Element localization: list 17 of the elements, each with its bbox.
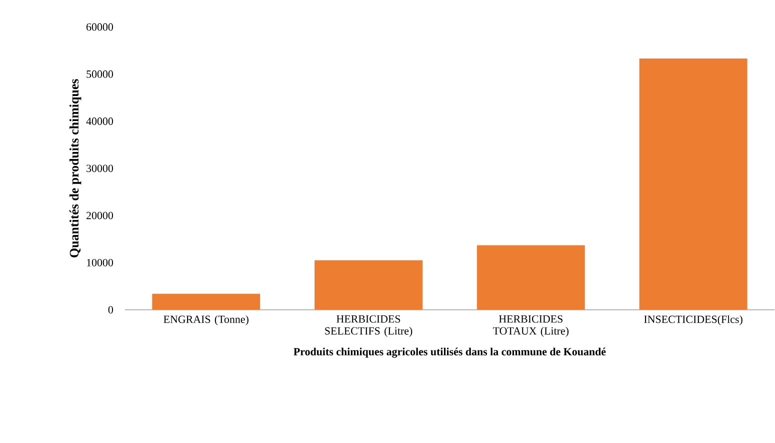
y-axis-title: Quantités de produits chimiques <box>69 79 82 258</box>
y-tick-label: 30000 <box>86 164 113 172</box>
x-axis-title: Produits chimiques agricoles utilisés dans la commune de Kouandé <box>294 348 606 358</box>
bar <box>476 245 585 310</box>
bar <box>314 260 422 310</box>
bar <box>639 58 748 310</box>
x-tick-label: INSECTICIDES(Flcs) <box>644 315 742 326</box>
y-tick-label: 20000 <box>86 212 113 220</box>
y-tick-label: 60000 <box>86 23 113 31</box>
y-tick-label: 50000 <box>86 70 113 78</box>
y-tick-label: 40000 <box>86 118 113 126</box>
x-tick-label: HERBICIDES SELECTIFS (Litre) <box>325 315 412 337</box>
x-tick-label: ENGRAIS (Tonne) <box>164 315 248 326</box>
x-tick-label: HERBICIDES TOTAUX (Litre) <box>493 315 569 337</box>
y-tick-label: 10000 <box>87 259 113 266</box>
y-tick-label: 0 <box>108 306 113 314</box>
bar <box>152 294 260 310</box>
